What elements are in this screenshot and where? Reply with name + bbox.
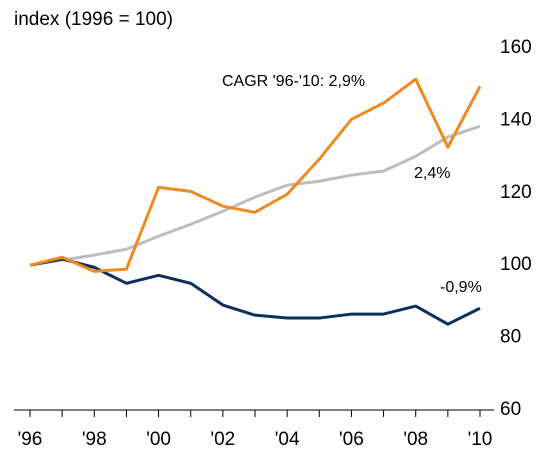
x-tick-label: '96: [18, 429, 43, 450]
y-tick-label: 100: [500, 254, 532, 275]
x-tick-label: '10: [468, 429, 493, 450]
annotation: CAGR '96-'10: 2,9%: [222, 73, 365, 90]
y-tick-label: 80: [500, 327, 521, 348]
x-tick-label: '00: [146, 429, 171, 450]
annotation: -0,9%: [440, 279, 482, 296]
y-tick-label: 60: [500, 399, 521, 420]
series-line: [29, 257, 481, 326]
x-tick-label: '98: [82, 429, 107, 450]
x-tick-label: '08: [403, 429, 428, 450]
y-tick-label: 120: [500, 182, 532, 203]
x-tick-label: '06: [339, 429, 364, 450]
series-line: [29, 77, 482, 273]
annotation: 2,4%: [414, 165, 450, 182]
x-tick-label: '04: [275, 429, 300, 450]
y-tick-label: 160: [500, 37, 532, 58]
x-tick-label: '02: [210, 429, 235, 450]
y-tick-label: 140: [500, 109, 532, 130]
y-axis-label: index (1996 = 100): [14, 9, 173, 30]
series-line: [29, 124, 481, 267]
